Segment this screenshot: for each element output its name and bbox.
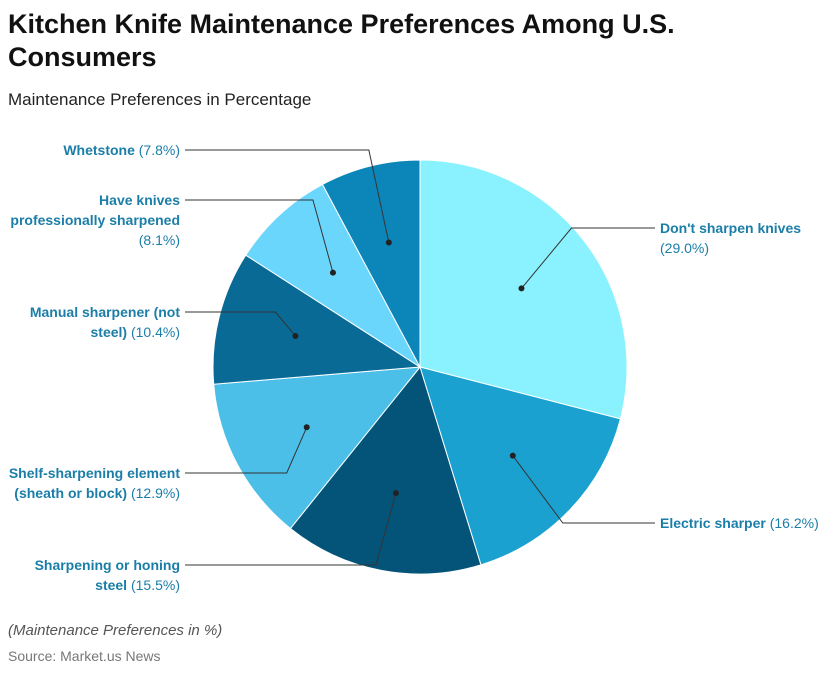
- slice-name: Sharpening or honing steel: [34, 557, 180, 593]
- pie-slice: [213, 366, 422, 530]
- chart-title: Kitchen Knife Maintenance Preferences Am…: [8, 9, 675, 72]
- pie-slice: [212, 254, 422, 385]
- slice-value: (16.2%): [769, 515, 819, 531]
- slice-name: Whetstone: [63, 142, 135, 158]
- slice-label: Have knives professionally sharpened (8.…: [5, 190, 180, 250]
- leader-dot: [518, 285, 525, 292]
- slice-label: Electric sharper (16.2%): [660, 513, 835, 533]
- slice-name: Manual sharpener (not steel): [29, 304, 180, 340]
- slice-label: Sharpening or honing steel (15.5%): [5, 555, 180, 595]
- leader-dot: [329, 269, 336, 276]
- leader-line: [521, 227, 655, 289]
- leader-line: [185, 311, 296, 337]
- leader-dot: [292, 333, 299, 340]
- slice-value: (29.0%): [660, 240, 710, 256]
- pie-slice: [245, 183, 422, 369]
- slice-label: Whetstone (7.8%): [5, 140, 180, 160]
- slice-label: Don't sharpen knives (29.0%): [660, 218, 835, 258]
- slice-label: Manual sharpener (not steel) (10.4%): [5, 302, 180, 342]
- leader-line: [185, 149, 390, 243]
- note: (Maintenance Preferences in %): [8, 622, 223, 639]
- slice-value: (12.9%): [130, 485, 180, 501]
- slice-name: Shelf-sharpening element (sheath or bloc…: [8, 465, 180, 501]
- leader-line: [185, 492, 397, 566]
- pie-slice: [289, 365, 482, 575]
- leader-line: [185, 427, 308, 474]
- leader-line: [512, 455, 655, 524]
- slice-name: Electric sharper: [660, 515, 766, 531]
- slice-name: Don't sharpen knives: [660, 220, 802, 236]
- leader-dot: [392, 490, 399, 497]
- slice-value: (8.1%): [138, 232, 180, 248]
- slice-value: (10.4%): [130, 324, 180, 340]
- chart-subtitle: Maintenance Preferences in Percentage: [8, 90, 312, 109]
- slice-value: (7.8%): [138, 142, 180, 158]
- source: Source: Market.us News: [8, 648, 161, 664]
- leader-line: [185, 199, 334, 273]
- slice-label: Shelf-sharpening element (sheath or bloc…: [5, 463, 180, 503]
- leader-dot: [303, 424, 310, 431]
- slice-value: (15.5%): [130, 577, 180, 593]
- slice-name: Have knives professionally sharpened: [10, 192, 180, 228]
- pie-slice: [321, 159, 421, 368]
- leader-dot: [509, 452, 516, 459]
- leader-dot: [385, 239, 392, 246]
